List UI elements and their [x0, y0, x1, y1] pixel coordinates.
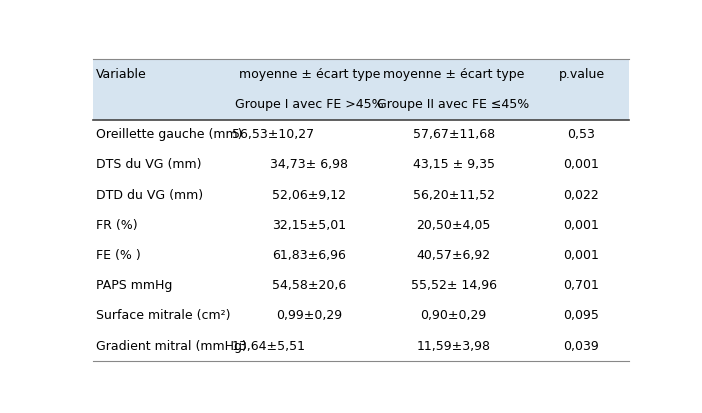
Text: 0,90±0,29: 0,90±0,29	[420, 309, 486, 323]
Text: 61,83±6,96: 61,83±6,96	[272, 249, 346, 262]
Bar	[93, 119, 629, 361]
Text: 55,52± 14,96: 55,52± 14,96	[411, 279, 496, 292]
Text: 13,64±5,51: 13,64±5,51	[232, 339, 306, 353]
Text: 0,001: 0,001	[564, 158, 600, 171]
Text: Groupe II avec FE ≤45%: Groupe II avec FE ≤45%	[378, 98, 530, 111]
Text: 43,15 ± 9,35: 43,15 ± 9,35	[413, 158, 495, 171]
Text: 0,001: 0,001	[564, 219, 600, 232]
Text: 0,53: 0,53	[567, 128, 595, 141]
Text: 57,67±11,68: 57,67±11,68	[413, 128, 495, 141]
Text: FR (%): FR (%)	[96, 219, 138, 232]
Text: moyenne ± écart type: moyenne ± écart type	[383, 68, 524, 81]
Text: p.value: p.value	[558, 68, 604, 81]
Text: 32,15±5,01: 32,15±5,01	[272, 219, 347, 232]
Text: Groupe I avec FE >45%: Groupe I avec FE >45%	[235, 98, 384, 111]
Text: moyenne ± écart type: moyenne ± écart type	[239, 68, 380, 81]
Text: 40,57±6,92: 40,57±6,92	[416, 249, 491, 262]
Text: Gradient mitral (mmHg): Gradient mitral (mmHg)	[96, 339, 247, 353]
Text: PAPS mmHg: PAPS mmHg	[96, 279, 172, 292]
Text: 52,06±9,12: 52,06±9,12	[272, 189, 347, 202]
Text: Surface mitrale (cm²): Surface mitrale (cm²)	[96, 309, 230, 323]
Text: 11,59±3,98: 11,59±3,98	[416, 339, 491, 353]
Text: 34,73± 6,98: 34,73± 6,98	[270, 158, 348, 171]
Text: 0,039: 0,039	[564, 339, 600, 353]
Text: 0,095: 0,095	[564, 309, 600, 323]
Text: 54,58±20,6: 54,58±20,6	[272, 279, 347, 292]
Text: DTS du VG (mm): DTS du VG (mm)	[96, 158, 201, 171]
Text: 0,99±0,29: 0,99±0,29	[277, 309, 343, 323]
Text: 20,50±4,05: 20,50±4,05	[416, 219, 491, 232]
Text: DTD du VG (mm): DTD du VG (mm)	[96, 189, 203, 202]
Text: Variable: Variable	[96, 68, 147, 81]
Bar	[93, 59, 629, 119]
Text: 0,701: 0,701	[564, 279, 600, 292]
Text: 0,001: 0,001	[564, 249, 600, 262]
Text: 0,022: 0,022	[564, 189, 600, 202]
Text: Oreillette gauche (mm): Oreillette gauche (mm)	[96, 128, 242, 141]
Text: 56,53±10,27: 56,53±10,27	[232, 128, 314, 141]
Text: 56,20±11,52: 56,20±11,52	[413, 189, 495, 202]
Text: FE (% ): FE (% )	[96, 249, 140, 262]
